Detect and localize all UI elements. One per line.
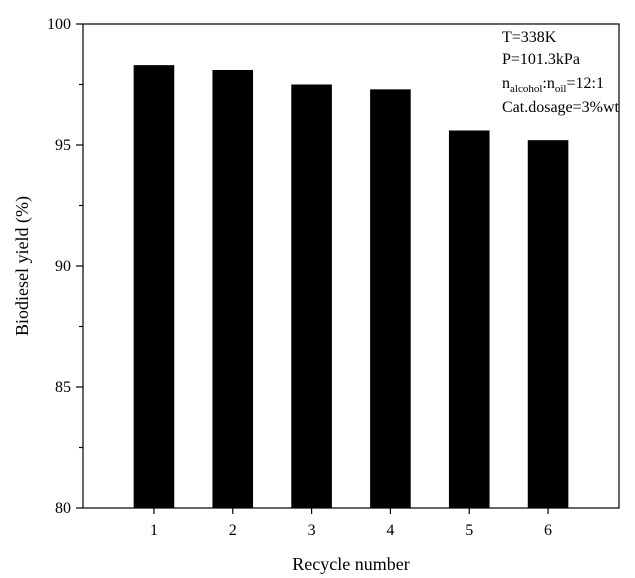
x-tick-label-4: 4 — [386, 522, 394, 539]
y-tick-label-80: 80 — [55, 500, 71, 517]
ratio-value: =12:1 — [566, 75, 603, 92]
annotation-catalyst: Cat.dosage=3%wt — [502, 99, 620, 116]
y-axis-title: Biodiesel yield (%) — [12, 196, 33, 336]
ratio-sub-alcohol: alcohol — [510, 83, 542, 95]
y-tick-label-95: 95 — [55, 137, 71, 154]
bar-2 — [212, 69, 254, 508]
y-tick-label-85: 85 — [55, 379, 71, 396]
x-axis-title: Recycle number — [292, 554, 409, 574]
bar-4 — [370, 89, 411, 508]
ratio-n1: n — [502, 75, 510, 92]
bars-group — [133, 65, 569, 509]
x-tick-label-5: 5 — [465, 522, 473, 539]
y-axis: 80 85 90 95 100 — [47, 16, 83, 517]
ratio-sub-oil: oil — [555, 83, 567, 95]
conditions-annotation: T=338K P=101.3kPa nalcohol:noil=12:1 Cat… — [502, 29, 620, 116]
annotation-molar-ratio: nalcohol:noil=12:1 — [502, 75, 604, 95]
x-tick-label-6: 6 — [544, 522, 552, 539]
bar-1 — [133, 65, 175, 508]
x-tick-label-1: 1 — [150, 522, 158, 539]
bar-6 — [527, 140, 569, 508]
y-tick-label-90: 90 — [55, 258, 71, 275]
bar-5 — [448, 130, 490, 509]
x-axis: 1 2 3 4 5 6 — [150, 508, 552, 539]
ratio-mid: :n — [542, 75, 554, 92]
annotation-temperature: T=338K — [502, 29, 557, 46]
bar-3 — [291, 84, 332, 508]
x-tick-label-2: 2 — [229, 522, 237, 539]
x-tick-label-3: 3 — [308, 522, 316, 539]
y-tick-label-100: 100 — [47, 16, 71, 33]
annotation-pressure: P=101.3kPa — [502, 51, 580, 68]
